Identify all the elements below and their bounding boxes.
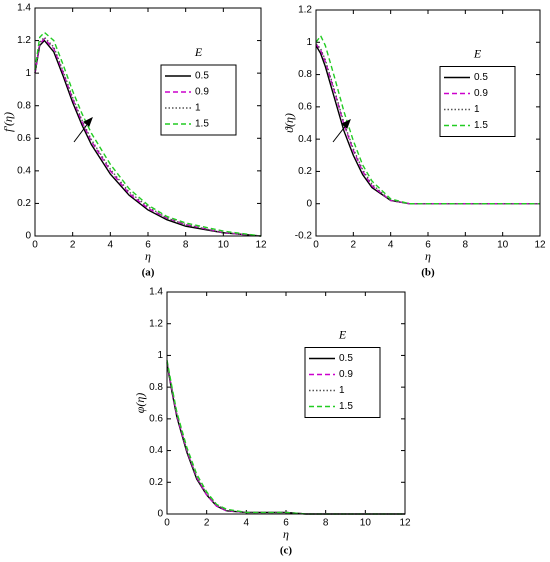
panel: 0 2 4 6 8 10 12 0 0.2 0.4 0.6 0.8 1 1.2 1.4 η f′(η) (a) E 0… bbox=[1, 3, 267, 279]
panel-label: (c) bbox=[280, 545, 293, 557]
arrow-head bbox=[341, 118, 351, 129]
data-line bbox=[34, 37, 262, 237]
arrow-head bbox=[83, 116, 93, 127]
arrow-b bbox=[332, 118, 351, 143]
x-tick-label: 8 bbox=[323, 518, 329, 529]
data-line bbox=[166, 361, 405, 515]
legend-label: 0.5 bbox=[339, 353, 353, 364]
y-tick-label: 0.8 bbox=[149, 382, 163, 393]
x-axis-label: η bbox=[145, 249, 151, 263]
y-tick-label: 0.2 bbox=[149, 477, 163, 488]
x-tick-label: 2 bbox=[70, 240, 76, 251]
x-tick-label: 12 bbox=[399, 518, 411, 529]
y-tick-label: 1 bbox=[25, 68, 31, 79]
x-tick-label: 10 bbox=[360, 518, 372, 529]
legend-title: E bbox=[473, 46, 482, 60]
legend-label: 0.9 bbox=[195, 87, 209, 98]
data-line bbox=[315, 34, 540, 205]
data-line bbox=[34, 39, 262, 237]
y-tick-label: 0.6 bbox=[17, 133, 31, 144]
legend-label: 1 bbox=[474, 104, 480, 115]
arrow-shaft bbox=[332, 123, 348, 143]
y-tick-label: 0 bbox=[25, 231, 31, 242]
x-tick-label: 12 bbox=[255, 240, 267, 251]
x-tick-label: 6 bbox=[145, 240, 151, 251]
x-tick-label: 0 bbox=[32, 240, 38, 251]
arrow-shaft bbox=[73, 121, 90, 143]
x-tick-label: 4 bbox=[244, 518, 250, 529]
data-line bbox=[34, 36, 262, 237]
y-tick-label: -0.2 bbox=[295, 231, 313, 242]
y-tick-label: 1.2 bbox=[149, 318, 163, 329]
panel: 0 2 4 6 8 10 12 0 0.2 0.4 0.6 0.8 1 1.2 1.4 η φ(η) (c) E 0.… bbox=[133, 287, 411, 557]
axes-frame bbox=[166, 291, 406, 515]
y-tick-label: 0 bbox=[306, 198, 312, 209]
axes-frame bbox=[315, 9, 541, 237]
x-tick-label: 4 bbox=[108, 240, 114, 251]
x-tick-label: 12 bbox=[534, 240, 546, 251]
x-tick-label: 6 bbox=[425, 240, 431, 251]
y-axis-label: ϑ(η) bbox=[282, 113, 296, 133]
x-tick-label: 2 bbox=[351, 240, 357, 251]
y-tick-label: 0.2 bbox=[17, 198, 31, 209]
legend-label: 1.5 bbox=[339, 401, 353, 412]
y-axis-label: φ(η) bbox=[133, 393, 147, 414]
x-tick-label: 4 bbox=[388, 240, 394, 251]
panel-label: (a) bbox=[142, 267, 155, 279]
y-tick-label: 0.4 bbox=[298, 134, 312, 145]
y-tick-label: 1 bbox=[157, 350, 163, 361]
legend-label: 0.9 bbox=[474, 88, 488, 99]
y-tick-label: 0.8 bbox=[298, 69, 312, 80]
x-tick-label: 10 bbox=[218, 240, 230, 251]
x-tick-label: 8 bbox=[183, 240, 189, 251]
x-tick-label: 6 bbox=[283, 518, 289, 529]
legend-label: 1.5 bbox=[474, 120, 488, 131]
data-line bbox=[315, 43, 540, 205]
x-tick-label: 2 bbox=[204, 518, 210, 529]
y-tick-label: 0.4 bbox=[17, 165, 31, 176]
x-axis-label: η bbox=[283, 527, 289, 541]
legend-title: E bbox=[338, 327, 347, 341]
y-tick-label: 0.6 bbox=[298, 101, 312, 112]
legend-label: 0.9 bbox=[339, 369, 353, 380]
legend-label: 0.5 bbox=[474, 72, 488, 83]
legend-label: 1 bbox=[195, 103, 201, 114]
y-tick-label: 1.2 bbox=[17, 35, 31, 46]
y-tick-label: 0.8 bbox=[17, 100, 31, 111]
y-tick-label: 0.6 bbox=[149, 413, 163, 424]
data-line bbox=[34, 31, 262, 237]
x-tick-label: 10 bbox=[497, 240, 509, 251]
y-tick-label: 1.2 bbox=[298, 5, 312, 16]
legend-label: 0.5 bbox=[195, 71, 209, 82]
y-tick-label: 0 bbox=[157, 509, 163, 520]
legend-label: 1.5 bbox=[195, 119, 209, 130]
y-tick-label: 0.2 bbox=[298, 166, 312, 177]
y-tick-label: 1 bbox=[306, 37, 312, 48]
panel-label: (b) bbox=[421, 267, 435, 279]
legend-label: 1 bbox=[339, 385, 345, 396]
x-axis-label: η bbox=[425, 249, 431, 263]
x-tick-label: 8 bbox=[463, 240, 469, 251]
y-axis-label: f′(η) bbox=[1, 112, 15, 132]
y-tick-label: 1.4 bbox=[17, 3, 31, 14]
panel: 0 2 4 6 8 10 12-0.200.20.40.60.811.2ηϑ(η)(b)E0… bbox=[282, 5, 546, 279]
legend-title: E bbox=[194, 45, 203, 59]
y-tick-label: 0.4 bbox=[149, 445, 163, 456]
y-tick-label: 1.4 bbox=[149, 287, 163, 298]
axes-frame bbox=[34, 7, 262, 237]
x-tick-label: 0 bbox=[164, 518, 170, 529]
x-tick-label: 0 bbox=[313, 240, 319, 251]
arrow-a bbox=[73, 116, 93, 143]
